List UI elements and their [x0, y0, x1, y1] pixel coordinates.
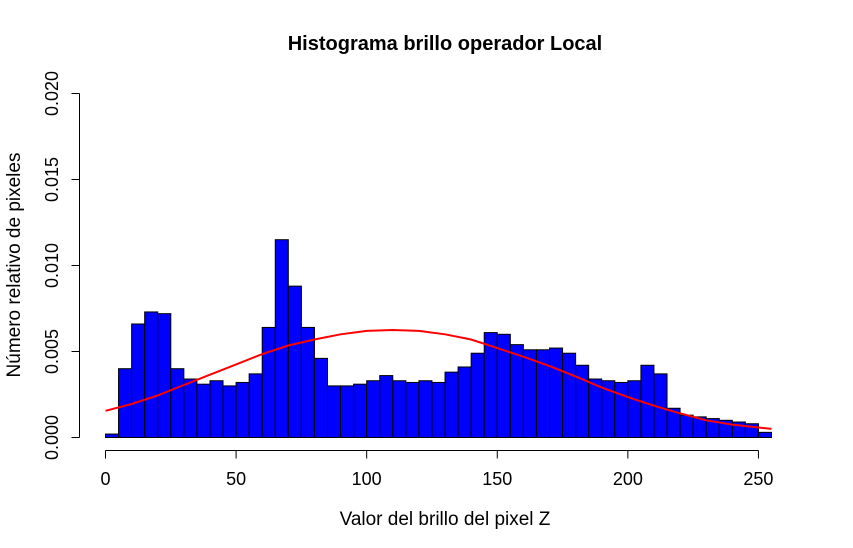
histogram-bar — [209, 380, 224, 438]
x-axis-label: Valor del brillo del pixel Z — [340, 509, 551, 530]
histogram-bar — [222, 385, 237, 438]
histogram-bar — [444, 371, 459, 439]
histogram-bar — [235, 381, 250, 438]
histogram-bar — [679, 414, 694, 439]
histogram-bar — [287, 285, 302, 439]
histogram-bar — [522, 349, 537, 438]
x-tick-label: 200 — [613, 469, 643, 489]
y-axis-label: Número relativo de pixeles — [4, 153, 25, 378]
y-tick-label: 0.010 — [42, 243, 62, 288]
histogram-bar — [131, 323, 146, 439]
histogram-bar — [509, 344, 524, 438]
y-tick-label: 0.005 — [42, 329, 62, 374]
histogram-bar — [144, 311, 159, 438]
histogram-bar — [340, 385, 355, 438]
y-tick-label: 0.020 — [42, 71, 62, 116]
histogram-bar — [627, 380, 642, 438]
y-axis: 0.000 0.005 0.010 0.015 0.020 — [42, 71, 80, 460]
histogram-bar — [170, 368, 185, 439]
histogram-bar — [470, 352, 485, 438]
histogram-bar — [614, 381, 629, 438]
histogram-bar — [261, 326, 276, 439]
x-tick-label: 250 — [743, 469, 773, 489]
histogram-bar — [274, 239, 289, 438]
histogram-bar — [575, 364, 590, 439]
y-tick-label: 0.000 — [42, 415, 62, 460]
histogram-bar — [327, 385, 342, 438]
histogram-bar — [300, 326, 315, 439]
histogram-bar — [549, 347, 564, 438]
x-tick-label: 100 — [352, 469, 382, 489]
histogram-bar — [157, 313, 172, 438]
histogram-bar — [457, 366, 472, 439]
x-tick-label: 150 — [482, 469, 512, 489]
x-tick-label: 0 — [100, 469, 110, 489]
histogram-bar — [248, 373, 263, 438]
histogram-bar — [196, 383, 211, 438]
y-tick-label: 0.015 — [42, 157, 62, 202]
histogram-bar — [757, 431, 772, 438]
x-tick-label: 50 — [226, 469, 246, 489]
histogram-bar — [431, 381, 446, 438]
histogram-bar — [366, 380, 381, 438]
x-axis: 0 50 100 150 200 250 — [100, 450, 773, 489]
histogram-bar — [313, 357, 328, 439]
chart-title: Histograma brillo operador Local — [288, 33, 603, 55]
histogram-bar — [118, 368, 133, 439]
histogram-bars — [105, 239, 772, 439]
histogram-bar — [105, 433, 120, 438]
histogram-bar — [379, 375, 394, 438]
density-curve — [105, 328, 772, 430]
histogram-bar — [562, 352, 577, 438]
histogram-bar — [392, 380, 407, 438]
histogram-bar — [405, 381, 420, 438]
histogram-bar — [418, 380, 433, 438]
histogram-bar — [183, 378, 198, 438]
histogram-bar — [353, 383, 368, 438]
